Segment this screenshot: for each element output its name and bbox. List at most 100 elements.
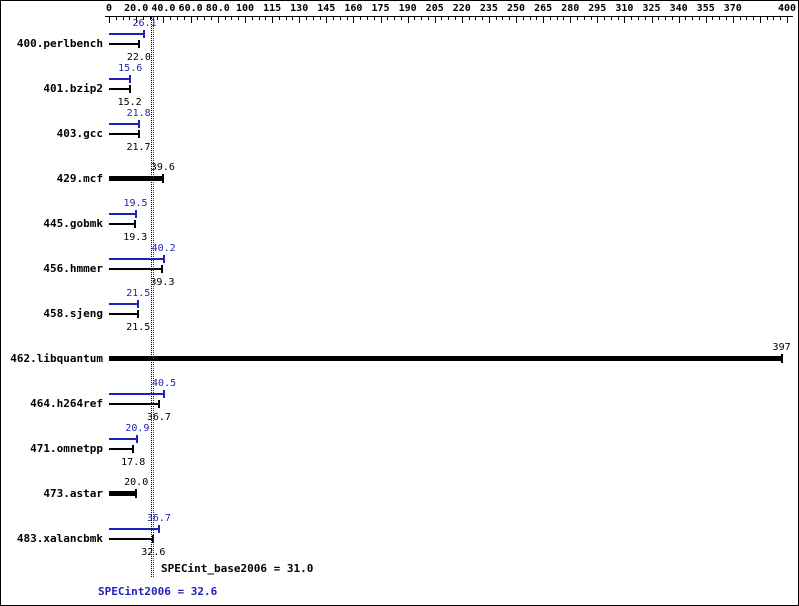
axis-minor-tick <box>224 17 226 20</box>
base-value-label: 36.7 <box>146 412 171 423</box>
axis-minor-tick <box>197 17 199 20</box>
base-bar <box>109 313 139 315</box>
base-bar-endcap <box>137 130 140 138</box>
peak-bar-endcap <box>163 390 166 398</box>
peak-bar-endcap <box>129 75 132 83</box>
base-value-label: 15.2 <box>117 97 142 108</box>
axis-major-tick <box>109 17 110 23</box>
axis-minor-tick <box>685 17 687 20</box>
axis-minor-tick <box>204 17 206 20</box>
axis-minor-tick <box>455 17 457 20</box>
single-value-label: 20.0 <box>124 477 149 488</box>
axis-minor-tick <box>211 17 212 20</box>
base-bar <box>109 538 154 540</box>
axis-minor-tick <box>414 17 416 20</box>
axis-minor-tick <box>285 17 287 20</box>
axis-minor-tick <box>590 17 592 20</box>
base-mean-line <box>151 17 153 577</box>
axis-major-tick <box>543 17 545 23</box>
axis-major-tick <box>163 17 165 23</box>
base-value-label: 21.5 <box>126 322 151 333</box>
axis-major-tick <box>434 17 436 23</box>
axis-tick-label: 40.0 <box>151 3 176 14</box>
axis-major-tick <box>678 17 680 23</box>
axis-major-tick <box>597 17 599 23</box>
peak-mean-label: SPECint2006 = 32.6 <box>98 585 218 598</box>
axis-minor-tick <box>265 17 267 20</box>
axis-major-tick <box>245 17 246 23</box>
axis-minor-tick <box>529 17 531 20</box>
axis-minor-tick <box>780 17 782 20</box>
axis-major-tick <box>136 17 138 23</box>
axis-minor-tick <box>692 17 694 20</box>
axis-minor-tick <box>719 17 721 20</box>
axis-major-tick <box>488 17 490 23</box>
axis-minor-tick <box>292 17 294 20</box>
axis-major-tick <box>570 17 572 23</box>
single-bar-endcap <box>780 354 783 363</box>
axis-minor-tick <box>339 17 341 20</box>
axis-minor-tick <box>258 17 260 20</box>
axis-minor-tick <box>441 17 443 20</box>
axis-tick-label: 370 <box>723 3 742 14</box>
axis-major-tick <box>272 17 274 23</box>
benchmark-label: 483.xalancbmk <box>16 532 103 545</box>
axis-major-tick <box>380 17 382 23</box>
axis-minor-tick <box>143 17 144 20</box>
benchmark-label: 403.gcc <box>56 127 103 140</box>
single-bar <box>109 176 163 181</box>
axis-minor-tick <box>746 17 748 20</box>
benchmark-label: 401.bzip2 <box>43 82 103 95</box>
single-bar-endcap <box>161 174 164 183</box>
peak-bar <box>109 528 159 530</box>
peak-value-label: 40.5 <box>152 378 177 389</box>
axis-minor-tick <box>475 17 477 20</box>
base-bar-endcap <box>157 400 160 408</box>
single-value-label: 39.6 <box>150 162 175 173</box>
base-bar-endcap <box>137 310 140 318</box>
axis-tick-label: 190 <box>398 3 417 14</box>
peak-value-label: 26.1 <box>132 18 157 29</box>
axis-major-tick <box>624 17 626 23</box>
peak-bar-endcap <box>143 30 146 38</box>
axis-minor-tick <box>604 17 606 20</box>
axis-major-tick <box>217 17 219 23</box>
axis-major-tick <box>461 17 463 23</box>
axis-minor-tick <box>766 17 768 20</box>
axis-tick-label: 175 <box>371 3 390 14</box>
axis-minor-tick <box>739 17 741 20</box>
benchmark-label: 462.libquantum <box>10 352 103 365</box>
base-mean-label: SPECint_base2006 = 31.0 <box>161 562 314 575</box>
peak-value-label: 15.6 <box>118 63 143 74</box>
axis-minor-tick <box>637 17 639 20</box>
axis-minor-tick <box>617 17 619 20</box>
peak-bar <box>109 33 145 35</box>
axis-minor-tick <box>698 17 700 20</box>
axis-minor-tick <box>610 17 612 20</box>
axis-minor-tick <box>177 17 178 20</box>
axis-minor-tick <box>644 17 646 20</box>
single-bar <box>109 356 782 361</box>
base-bar <box>109 268 163 270</box>
axis-minor-tick <box>522 17 524 20</box>
peak-bar <box>109 258 164 260</box>
axis-minor-tick <box>366 17 368 20</box>
axis-tick-label: 60.0 <box>178 3 203 14</box>
base-value-label: 21.7 <box>126 142 151 153</box>
peak-value-label: 40.2 <box>151 243 176 254</box>
axis-major-tick <box>190 17 192 23</box>
axis-tick-label: 80.0 <box>205 3 230 14</box>
axis-major-tick <box>651 17 653 23</box>
axis-major-tick <box>353 17 355 23</box>
base-bar-endcap <box>161 265 164 273</box>
base-bar <box>109 403 159 405</box>
base-value-label: 19.3 <box>123 232 148 243</box>
axis-tick-label: 310 <box>615 3 634 14</box>
axis-minor-tick <box>394 17 396 20</box>
axis-minor-tick <box>556 17 558 20</box>
axis-minor-tick <box>536 17 538 20</box>
axis-minor-tick <box>726 17 728 20</box>
axis-minor-tick <box>129 17 131 20</box>
single-value-label: 397 <box>772 342 791 353</box>
